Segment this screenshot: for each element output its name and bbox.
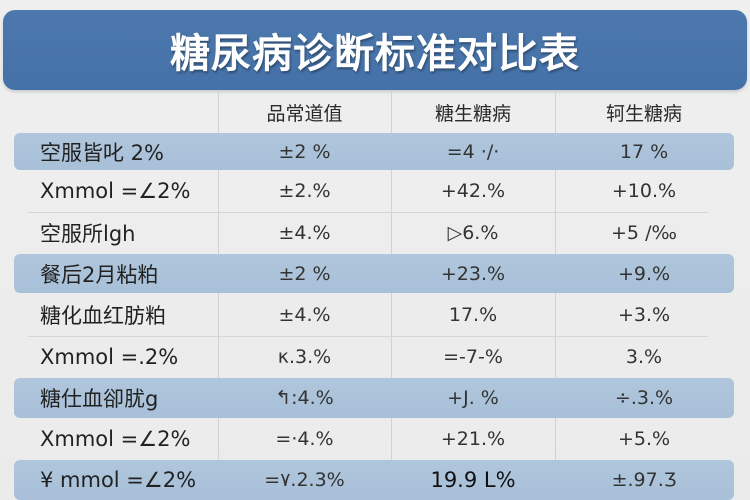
row-label: 糖化血红肪粕: [40, 303, 166, 328]
row-label: Xmmol =∠2%: [40, 179, 191, 203]
cell-diabetes: +21.%: [440, 427, 506, 450]
row-label: 糖仕血卻肬g: [40, 387, 159, 411]
table-row: 糖化血红肪粕 ±4.% 17.% +3.%: [0, 293, 750, 337]
row-label: 餐后2月粘粕: [40, 262, 159, 287]
column-divider: [555, 92, 556, 500]
page-title: 糖尿病诊断标准对比表: [170, 31, 580, 77]
row-label: ¥ mmol =∠2%: [40, 468, 197, 492]
row-label: 空服皆叱 2%: [40, 140, 164, 165]
cell-prediabetes: 3.%: [625, 346, 663, 368]
row-label: Xmmol =.2%: [40, 345, 179, 369]
cell-prediabetes: +3.%: [617, 303, 671, 326]
cell-diabetes: 19.9 L%: [430, 468, 516, 492]
table-row: ¥ mmol =∠2% =٧.2.3% 19.9 L% ±.97.Ʒ: [0, 460, 750, 500]
row-highlight: [14, 460, 734, 500]
cell-normal: κ.3.%: [277, 346, 332, 368]
cell-normal: ±4.%: [278, 221, 331, 244]
row-highlight: [14, 254, 734, 293]
cell-prediabetes: +5.%: [617, 427, 671, 450]
cell-diabetes: =-7-%: [443, 346, 503, 368]
table-row: 餐后2月粘粕 ±2 % +23.% +9.%: [0, 254, 750, 293]
table-row: 空服所lgh ±4.% ▷6.% +5 /‰: [0, 212, 750, 253]
row-separator: [28, 336, 708, 337]
cell-normal: ±2 %: [278, 262, 331, 285]
header-cell-normal: 品常道值: [266, 102, 343, 125]
header-cell-label: [40, 92, 218, 132]
column-divider: [391, 92, 392, 500]
cell-prediabetes: ±.97.Ʒ: [611, 469, 677, 491]
cell-normal: =٧.2.3%: [264, 469, 345, 491]
row-highlight: [14, 133, 734, 170]
table-row: 糖仕血卻肬g ↰:4.% +J. % ÷.3.%: [0, 378, 750, 418]
row-separator: [28, 212, 708, 213]
header-cell-prediabetes: 轲生糖病: [605, 102, 682, 125]
cell-normal: ±4.%: [278, 303, 331, 326]
table-row: Xmmol =∠2% ±2.% +42.% +10.%: [0, 170, 750, 213]
cell-prediabetes: +5 /‰: [611, 221, 677, 244]
row-label: Xmmol =∠2%: [40, 426, 191, 451]
cell-prediabetes: ÷.3.%: [614, 387, 674, 409]
cell-normal: ±2.%: [278, 180, 331, 202]
title-banner: 糖尿病诊断标准对比表: [3, 10, 747, 90]
cell-diabetes: +J. %: [447, 387, 499, 409]
table-row: Xmmol =.2% κ.3.% =-7-% 3.%: [0, 337, 750, 377]
header-cell-diabetes: 糖生糖病: [434, 102, 511, 125]
table-header-row: 品常道值 糖生糖病 轲生糖病: [0, 92, 750, 132]
table-row: 空服皆叱 2% ±2 % =4 ·/· 17 %: [0, 133, 750, 170]
cell-diabetes: +42.%: [440, 180, 506, 202]
column-divider: [218, 92, 219, 500]
cell-normal: ↰:4.%: [275, 387, 334, 409]
cell-diabetes: 17.%: [448, 303, 498, 326]
cell-prediabetes: +10.%: [611, 180, 677, 202]
row-highlight: [14, 378, 734, 418]
row-label: 空服所lgh: [40, 221, 136, 246]
cell-diabetes: =4 ·/·: [446, 140, 500, 163]
cell-prediabetes: +9.%: [617, 262, 671, 285]
cell-normal: ±2 %: [278, 140, 331, 163]
cell-diabetes: +23.%: [440, 262, 506, 285]
table-row: Xmmol =∠2% =·4.% +21.% +5.%: [0, 418, 750, 459]
cell-diabetes: ▷6.%: [447, 221, 499, 244]
cell-prediabetes: 17 %: [619, 140, 669, 163]
cell-normal: =·4.%: [275, 427, 334, 450]
